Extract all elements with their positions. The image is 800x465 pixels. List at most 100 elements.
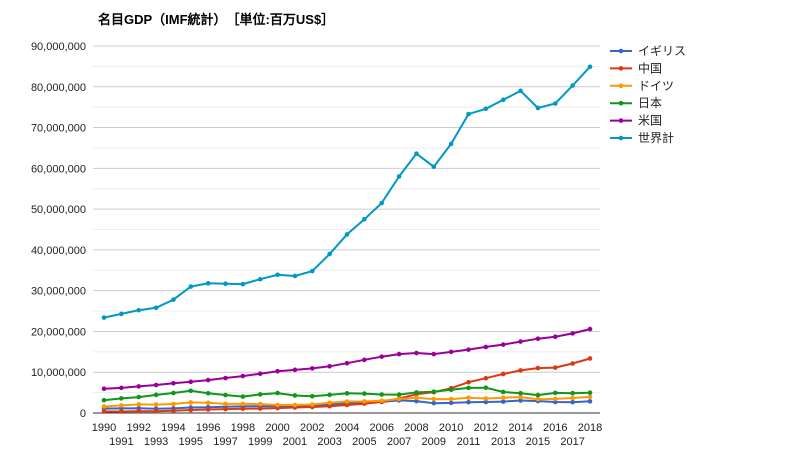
data-point	[275, 272, 280, 278]
data-point	[552, 396, 558, 402]
data-point	[396, 351, 402, 357]
data-point	[136, 408, 142, 414]
x-tick-label: 2006	[369, 422, 393, 434]
data-point	[414, 350, 419, 356]
data-point	[362, 357, 367, 363]
data-point	[379, 392, 385, 397]
data-point	[119, 385, 124, 391]
x-tick-label: 2005	[352, 436, 376, 448]
series-5	[101, 64, 593, 320]
x-tick-label: 2009	[422, 436, 446, 448]
data-point	[101, 315, 107, 320]
data-point	[448, 349, 454, 355]
y-tick-label: 0	[80, 408, 86, 420]
data-point	[518, 394, 523, 400]
data-point	[431, 351, 437, 357]
data-point	[414, 395, 419, 401]
data-point	[257, 276, 263, 282]
x-tick-label: 1990	[92, 422, 116, 434]
y-tick-label: 10,000,000	[31, 367, 86, 379]
data-point	[518, 390, 523, 396]
data-point	[570, 331, 575, 336]
data-point	[119, 403, 124, 408]
legend-item: ドイツ	[610, 79, 674, 93]
data-point	[171, 380, 176, 386]
data-point	[535, 336, 541, 342]
data-point	[223, 375, 228, 381]
data-point	[483, 385, 489, 391]
data-point	[292, 367, 298, 373]
data-point	[570, 361, 575, 366]
data-point	[257, 406, 263, 411]
x-tick-label: 2016	[543, 422, 567, 434]
data-point	[136, 384, 142, 389]
x-tick-label: 1998	[231, 422, 255, 434]
data-point	[535, 392, 541, 398]
data-point	[240, 406, 246, 412]
legend-item: 日本	[610, 96, 662, 110]
legend-marker	[618, 66, 624, 71]
x-tick-label: 2014	[508, 422, 532, 434]
y-tick-label: 80,000,000	[31, 82, 86, 94]
data-point	[136, 394, 142, 400]
data-point	[552, 334, 558, 340]
data-point	[344, 391, 350, 396]
data-point	[101, 404, 107, 409]
data-point	[396, 174, 402, 179]
data-point	[379, 398, 385, 404]
data-point	[292, 273, 298, 279]
data-point	[327, 392, 332, 398]
data-point	[205, 391, 211, 396]
data-point	[309, 268, 315, 274]
data-point	[448, 141, 454, 147]
data-point	[466, 399, 471, 405]
data-point	[240, 373, 246, 379]
data-point	[344, 399, 350, 404]
data-point	[518, 88, 523, 94]
data-point	[136, 402, 142, 407]
data-point	[448, 387, 454, 393]
data-point	[223, 392, 228, 398]
data-point	[552, 390, 558, 396]
data-point	[535, 396, 541, 402]
data-point	[587, 326, 593, 332]
data-point	[119, 409, 124, 414]
data-point	[153, 305, 159, 311]
data-point	[483, 375, 489, 381]
data-point	[327, 400, 332, 406]
data-point	[344, 232, 350, 237]
data-point	[257, 371, 263, 377]
legend-label: 日本	[638, 96, 662, 110]
data-point	[223, 406, 228, 412]
data-point	[518, 368, 523, 373]
y-tick-label: 30,000,000	[31, 286, 86, 298]
x-tick-label: 2004	[335, 422, 359, 434]
data-point	[309, 402, 315, 407]
chart-title: 名目GDP（IMF統計） ［単位:百万US$］	[98, 12, 334, 27]
data-point	[292, 402, 298, 408]
data-point	[483, 399, 489, 405]
data-point	[552, 365, 558, 370]
data-point	[379, 354, 385, 359]
data-point	[188, 388, 194, 394]
data-point	[414, 151, 419, 156]
x-tick-label: 2015	[526, 436, 550, 448]
x-tick-label: 2011	[457, 436, 481, 448]
data-point	[431, 389, 437, 394]
data-point	[587, 399, 593, 404]
data-point	[171, 408, 176, 414]
data-point	[431, 396, 437, 402]
x-tick-label: 2000	[265, 422, 289, 434]
x-tick-label: 1992	[126, 422, 150, 434]
data-point	[275, 402, 280, 408]
data-point	[327, 403, 332, 409]
data-point	[309, 393, 315, 399]
data-point	[570, 399, 575, 405]
x-tick-label: 1994	[161, 422, 185, 434]
y-axis-ticks: 0 10,000,000 20,000,000 30,000,000 40,000,00…	[31, 41, 86, 420]
x-tick-label: 2018	[578, 422, 602, 434]
data-point	[466, 395, 471, 400]
data-point	[362, 217, 367, 222]
data-point	[570, 83, 575, 88]
